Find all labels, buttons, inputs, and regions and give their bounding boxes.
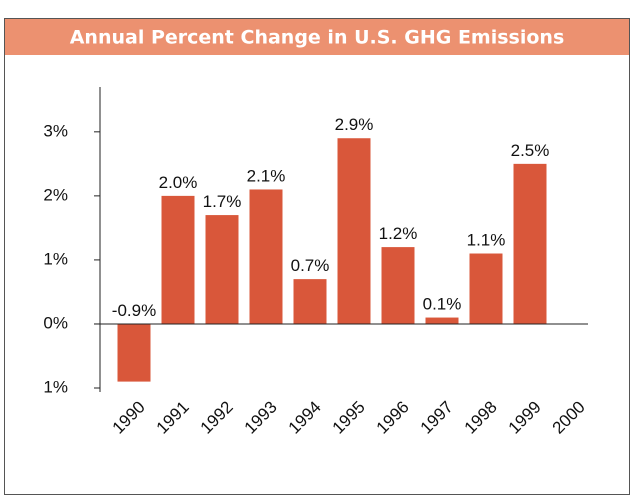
bar — [249, 189, 283, 324]
value-label: 2.9% — [335, 115, 374, 134]
bar — [293, 279, 327, 324]
bar — [117, 323, 151, 382]
bar — [161, 195, 195, 324]
chart-title: Annual Percent Change in U.S. GHG Emissi… — [70, 27, 565, 49]
bar — [425, 317, 459, 324]
y-tick-label: 2% — [43, 185, 68, 204]
header-bar — [5, 19, 629, 55]
y-tick-label: 0% — [43, 313, 68, 332]
value-label: 1.2% — [379, 224, 418, 243]
bar — [337, 138, 371, 324]
value-label: -0.9% — [112, 301, 156, 320]
y-tick-label: 3% — [43, 121, 68, 140]
bar — [381, 247, 415, 324]
bar — [205, 215, 239, 324]
value-label: 1.7% — [203, 192, 242, 211]
value-label: 2.0% — [159, 173, 198, 192]
value-label: 0.1% — [423, 295, 462, 314]
bar — [469, 253, 503, 324]
value-label: 1.1% — [467, 231, 506, 250]
value-label: 0.7% — [291, 256, 330, 275]
value-label: 2.1% — [247, 166, 286, 185]
bar — [513, 163, 547, 324]
value-label: 2.5% — [511, 141, 550, 160]
y-tick-label: 1% — [43, 249, 68, 268]
y-tick-label: 1% — [43, 377, 68, 396]
